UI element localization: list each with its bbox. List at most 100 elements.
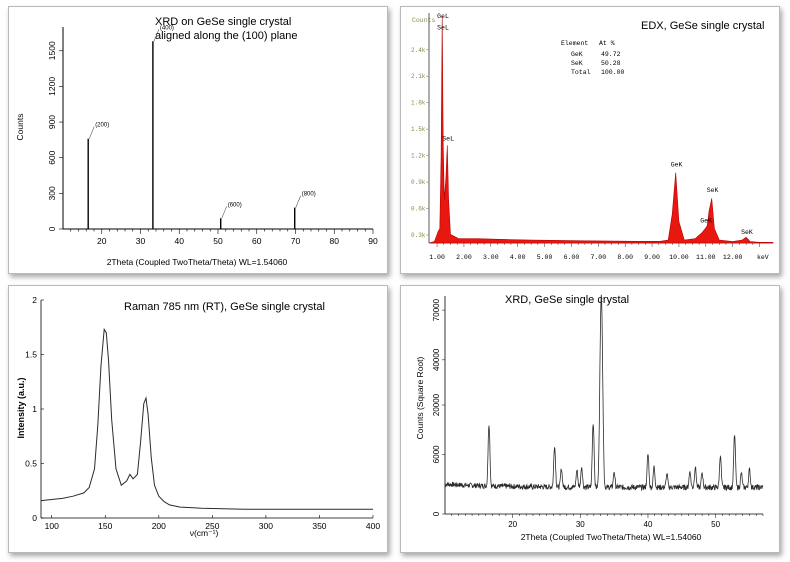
x-tick-label: 20 [97,236,107,246]
xrd-aligned-xlabel: 2Theta (Coupled TwoTheta/Theta) WL=1.540… [107,257,288,267]
table-cell: SeK [571,60,583,67]
y-tick-label: 6000 [432,445,441,463]
raman-ylabel: Intensity (a.u.) [16,377,26,438]
y-tick-label: 2 [32,295,37,305]
y-tick-label: 2.1k [411,73,426,80]
x-tick-label: 100 [45,521,59,531]
peak-leader [88,126,95,139]
table-cell: 100.00 [601,69,625,76]
edx-panel: EDX, GeSe single crystal Counts keV 0.3k… [400,6,780,274]
peak-label: (600) [228,202,242,208]
y-tick-label: 600 [47,150,57,164]
x-tick-label: 200 [152,521,166,531]
xrd-powder-panel: XRD, GeSe single crystal Counts (Square … [400,285,780,553]
x-tick-label: 60 [252,236,262,246]
table-cell: Total [571,69,591,76]
x-tick-label: 12.00 [723,254,743,261]
x-tick-label: 300 [259,521,273,531]
x-tick-label: 6.00 [564,254,580,261]
peak-label: (200) [95,123,109,129]
raman-chart: Raman 785 nm (RT), GeSe single crystal I… [16,295,380,538]
peak-label: GeK [671,161,683,168]
x-tick-label: 8.00 [617,254,633,261]
edx-title: EDX, GeSe single crystal [641,20,765,32]
x-tick-label: 9.00 [644,254,660,261]
x-tick-label: 10.00 [669,254,689,261]
y-tick-label: 0.5 [25,459,37,469]
peak-label: SeL [442,135,454,142]
table-header: Element [561,40,588,47]
spectrum-area [428,15,774,244]
raman-xlabel: ν(cm⁻¹) [190,528,219,538]
y-tick-label: 1.2k [411,153,426,160]
y-tick-label: 900 [47,115,57,129]
peak-label: GeK [700,217,712,224]
x-tick-label: 5.00 [537,254,553,261]
peak-leader [153,29,160,42]
y-tick-label: 1.5k [411,126,426,133]
table-cell: 49.72 [601,51,621,58]
x-tick-label: 50 [711,520,720,529]
raman-panel: Raman 785 nm (RT), GeSe single crystal I… [8,285,388,553]
x-tick-label: 70 [291,236,301,246]
peak-label: SeL [437,25,449,32]
xrd-aligned-chart: XRD on GeSe single crystal aligned along… [15,16,378,267]
peak-leader [221,206,227,219]
x-tick-label: 80 [330,236,340,246]
xrd-aligned-title: XRD on GeSe single crystal [155,16,291,28]
y-tick-label: 20000 [432,393,441,416]
y-tick-label: 0 [432,511,441,516]
y-tick-label: 40000 [432,348,441,371]
peak-label: SeK [707,187,719,194]
x-tick-label: 150 [98,521,112,531]
peak-leader [295,195,302,208]
peak-label: (800) [302,192,316,198]
y-tick-label: 1500 [47,41,57,60]
y-tick-label: 70000 [432,298,441,321]
x-tick-label: 3.00 [483,254,499,261]
y-tick-label: 0 [32,513,37,523]
x-tick-label: 40 [644,520,653,529]
x-tick-label: 350 [312,521,326,531]
xrd-line [444,294,764,492]
x-tick-label: 90 [368,236,378,246]
x-tick-label: 250 [205,521,219,531]
x-tick-label: 50 [213,236,223,246]
table-header: At % [599,40,615,47]
x-tick-label: 11.00 [696,254,716,261]
y-tick-label: 300 [47,186,57,200]
y-tick-label: 0 [47,226,57,231]
y-tick-label: 0.3k [411,232,426,239]
raman-line [40,327,373,510]
x-tick-label: 40 [175,236,185,246]
xrd-aligned-subtitle: aligned along the (100) plane [155,30,298,42]
peak-label: GeL [437,13,449,20]
edx-composition-table: Element At % GeK 49.72 SeK 50.28 Total 100.00 [561,40,625,76]
peak-label: SeK [741,229,753,236]
peak-label: (400) [160,25,174,31]
y-tick-label: 0.6k [411,206,426,213]
x-tick-label: 2.00 [456,254,472,261]
x-tick-label: 30 [576,520,585,529]
xrd-powder-title: XRD, GeSe single crystal [505,294,629,306]
y-tick-label: 1.5 [25,350,37,360]
table-cell: GeK [571,51,583,58]
y-tick-label: 0.9k [411,179,426,186]
xrd-aligned-panel: XRD on GeSe single crystal aligned along… [8,6,388,274]
y-tick-label: 1.8k [411,100,426,107]
y-tick-label: 2.4k [411,47,426,54]
x-tick-label: 30 [136,236,146,246]
y-tick-label: 1 [32,404,37,414]
xrd-powder-xlabel: 2Theta (Coupled TwoTheta/Theta) WL=1.540… [521,532,702,542]
x-tick-label: 4.00 [510,254,526,261]
edx-xunit: keV [757,254,769,261]
x-tick-label: 1.00 [429,254,445,261]
xrd-aligned-ylabel: Counts [15,114,25,141]
xrd-powder-chart: XRD, GeSe single crystal Counts (Square … [415,294,764,542]
x-tick-label: 20 [508,520,517,529]
table-cell: 50.28 [601,60,621,67]
y-tick-label: 1200 [47,77,57,96]
x-tick-label: 7.00 [591,254,607,261]
xrd-powder-ylabel: Counts (Square Root) [415,356,425,439]
raman-title: Raman 785 nm (RT), GeSe single crystal [124,301,325,313]
